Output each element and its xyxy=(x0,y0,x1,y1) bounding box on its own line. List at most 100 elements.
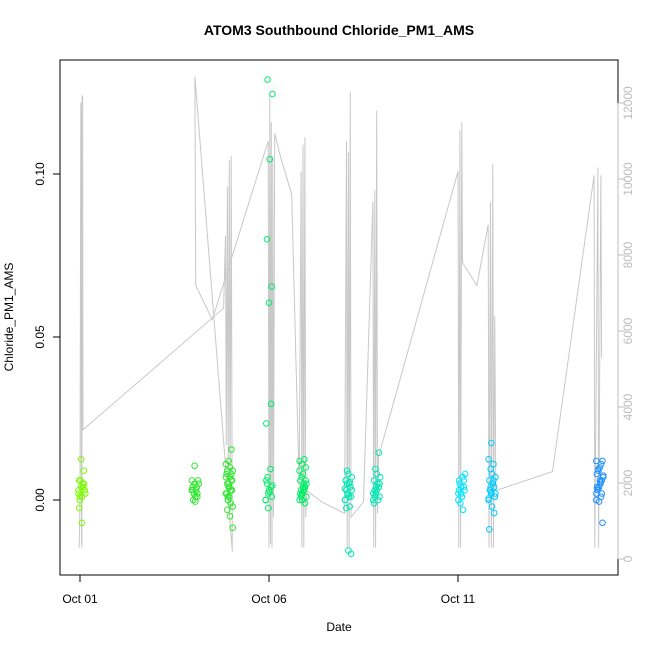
data-point xyxy=(372,483,380,491)
data-point xyxy=(343,504,350,512)
gray-series-group xyxy=(78,76,603,552)
data-point xyxy=(376,493,383,501)
data-point xyxy=(490,477,497,484)
data-point xyxy=(269,90,276,98)
data-point xyxy=(486,486,494,494)
data-point xyxy=(371,486,379,494)
data-point xyxy=(225,480,232,488)
data-point xyxy=(228,470,235,478)
data-point xyxy=(192,493,199,501)
data-point xyxy=(490,460,497,468)
data-point xyxy=(485,495,492,502)
data-point xyxy=(189,486,196,494)
data-point xyxy=(192,486,200,494)
data-point xyxy=(78,519,86,527)
data-point xyxy=(77,477,84,484)
data-point xyxy=(300,480,308,488)
data-point xyxy=(301,500,309,507)
data-point xyxy=(297,490,304,497)
y-axis: 0.00 0.05 0.10 xyxy=(33,162,61,512)
data-point xyxy=(79,480,86,488)
right-tick-label: 2000 xyxy=(621,469,635,496)
plot-frame xyxy=(59,59,619,576)
y-axis-label: Chloride_PM1_AMS xyxy=(2,263,16,372)
data-point xyxy=(76,493,84,501)
right-axis: 0 2000 4000 6000 8000 10000 12000 xyxy=(617,86,635,562)
data-point xyxy=(488,488,495,496)
data-point xyxy=(299,470,307,478)
data-point xyxy=(222,473,230,481)
y-tick-label: 0.00 xyxy=(33,488,47,512)
right-tick-label: 0 xyxy=(621,555,635,562)
data-point xyxy=(264,473,271,481)
x-tick-label: Oct 01 xyxy=(62,592,98,606)
data-point xyxy=(490,483,498,491)
data-point xyxy=(195,480,202,488)
data-point xyxy=(342,477,350,484)
data-point xyxy=(302,477,310,484)
x-tick-label: Oct 06 xyxy=(251,592,287,606)
data-point xyxy=(457,490,465,497)
data-point xyxy=(373,486,381,494)
data-point xyxy=(489,480,497,488)
data-point xyxy=(595,498,603,505)
data-point xyxy=(457,500,464,507)
data-point xyxy=(488,503,496,510)
data-point xyxy=(461,470,469,478)
data-point xyxy=(344,491,352,499)
right-tick-label: 12000 xyxy=(621,86,635,120)
data-point xyxy=(370,490,377,497)
data-point xyxy=(267,400,275,408)
data-point xyxy=(297,486,305,494)
data-point xyxy=(599,519,606,527)
data-point xyxy=(598,490,606,497)
x-axis-label: Date xyxy=(326,620,352,634)
data-point xyxy=(269,482,276,489)
right-tick-label: 10000 xyxy=(621,162,635,196)
data-point xyxy=(266,488,274,496)
data-point xyxy=(487,483,495,491)
right-tick-label: 4000 xyxy=(621,393,635,420)
data-point xyxy=(374,480,381,488)
data-point xyxy=(226,513,234,520)
gray-series-line xyxy=(78,76,603,552)
data-point xyxy=(376,480,383,488)
data-point xyxy=(264,76,271,83)
data-point xyxy=(296,467,303,475)
data-point xyxy=(599,457,606,465)
data-point xyxy=(191,462,198,470)
data-point xyxy=(302,464,310,471)
data-point xyxy=(460,477,468,484)
data-point xyxy=(298,491,306,499)
data-point xyxy=(455,486,463,494)
data-point xyxy=(229,524,236,532)
data-point xyxy=(345,493,353,501)
data-point xyxy=(188,477,196,484)
data-point xyxy=(76,496,84,504)
y-tick-label: 0.05 xyxy=(33,325,47,349)
data-point xyxy=(371,493,379,501)
data-point xyxy=(80,483,87,491)
data-point xyxy=(263,477,270,484)
data-point xyxy=(265,299,273,307)
data-point xyxy=(225,457,232,465)
data-point xyxy=(228,446,235,453)
data-point xyxy=(374,496,382,504)
data-point xyxy=(455,496,462,504)
right-tick-label: 6000 xyxy=(621,317,635,344)
data-point xyxy=(341,485,349,492)
data-point xyxy=(488,439,495,447)
data-point xyxy=(301,485,308,492)
data-point xyxy=(376,473,384,481)
data-point xyxy=(299,460,306,468)
data-point xyxy=(486,477,493,484)
data-point xyxy=(486,526,493,533)
y-tick-label: 0.10 xyxy=(33,162,47,186)
data-point xyxy=(487,465,495,473)
data-point xyxy=(593,457,600,465)
data-point xyxy=(82,490,89,497)
data-point xyxy=(348,486,356,494)
data-point xyxy=(226,464,234,471)
data-point xyxy=(266,156,274,163)
